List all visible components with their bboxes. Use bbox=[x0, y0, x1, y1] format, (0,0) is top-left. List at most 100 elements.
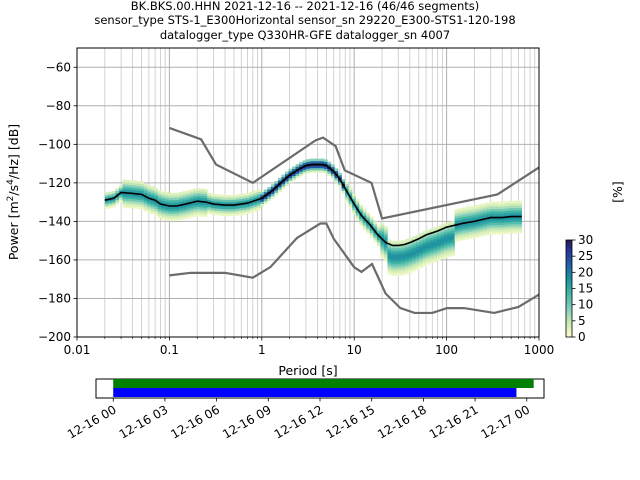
heatmap-cell bbox=[479, 220, 484, 223]
heatmap-cell bbox=[256, 205, 261, 209]
heatmap-cell bbox=[164, 194, 169, 198]
heatmap-cell bbox=[398, 254, 402, 258]
heatmap-cell bbox=[472, 210, 477, 213]
heatmap-cell bbox=[398, 242, 402, 246]
heatmap-cell bbox=[518, 230, 523, 234]
heatmap-cell bbox=[412, 263, 417, 267]
heatmap-cell bbox=[186, 211, 190, 214]
heatmap-cell bbox=[143, 208, 148, 212]
heatmap-cell bbox=[150, 193, 155, 196]
heatmap-cell bbox=[118, 185, 123, 189]
heatmap-cell bbox=[383, 258, 388, 262]
heatmap-cell bbox=[443, 229, 448, 233]
heatmap-cell bbox=[405, 262, 409, 265]
heatmap-cell bbox=[504, 201, 508, 204]
heatmap-cell bbox=[443, 243, 448, 247]
heatmap-cell bbox=[182, 212, 187, 215]
heatmap-cell bbox=[518, 203, 523, 206]
heatmap-cell bbox=[122, 193, 127, 197]
heatmap-cell bbox=[320, 170, 325, 173]
heatmap-cell bbox=[189, 208, 194, 211]
heatmap-cell bbox=[126, 179, 130, 183]
heatmap-cell bbox=[348, 198, 353, 202]
heatmap-cell bbox=[412, 245, 417, 249]
heatmap-cell bbox=[472, 231, 477, 234]
heatmap-cell bbox=[292, 166, 296, 170]
x-tick-label: 0.1 bbox=[160, 343, 179, 357]
heatmap-cell bbox=[115, 195, 120, 198]
heatmap-cell bbox=[200, 193, 205, 196]
heatmap-cell bbox=[465, 225, 470, 228]
heatmap-cell bbox=[433, 236, 438, 240]
heatmap-cell bbox=[270, 191, 275, 194]
heatmap-cell bbox=[451, 225, 455, 229]
colorbar-tick-label: 5 bbox=[578, 314, 586, 328]
heatmap-cell bbox=[126, 200, 130, 204]
heatmap-cell bbox=[436, 256, 441, 259]
heatmap-cell bbox=[401, 263, 406, 266]
heatmap-cell bbox=[405, 264, 409, 268]
heatmap-cell bbox=[479, 210, 484, 214]
heatmap-cell bbox=[443, 239, 448, 242]
heatmap-cell bbox=[217, 194, 222, 198]
heatmap-cell bbox=[511, 221, 515, 225]
heatmap-cell bbox=[366, 214, 371, 218]
heatmap-cell bbox=[443, 241, 448, 245]
coverage-bars bbox=[113, 379, 534, 397]
heatmap-cell bbox=[426, 261, 431, 265]
heatmap-cell bbox=[122, 186, 127, 190]
heatmap-cell bbox=[398, 266, 402, 269]
heatmap-cell bbox=[263, 198, 268, 202]
heatmap-cell bbox=[426, 250, 431, 254]
heatmap-cell bbox=[182, 195, 187, 199]
heatmap-cell bbox=[486, 232, 491, 236]
heatmap-cell bbox=[179, 217, 183, 221]
heatmap-cell bbox=[200, 190, 205, 194]
heatmap-cell bbox=[458, 215, 462, 218]
heatmap-cell bbox=[136, 199, 141, 203]
heatmap-cell bbox=[366, 226, 371, 230]
heatmap-cell bbox=[323, 168, 328, 172]
heatmap-cell bbox=[104, 206, 109, 209]
heatmap-cell bbox=[398, 252, 402, 255]
heatmap-cell bbox=[465, 206, 470, 210]
heatmap-cell bbox=[443, 225, 448, 228]
heatmap-cell bbox=[504, 231, 508, 235]
heatmap-cell bbox=[217, 196, 222, 200]
heatmap-cell bbox=[111, 197, 116, 201]
heatmap-cell bbox=[394, 257, 399, 260]
heatmap-cell bbox=[380, 248, 385, 251]
heatmap-cell bbox=[154, 206, 159, 209]
heatmap-cell bbox=[203, 214, 208, 217]
heatmap-cell bbox=[408, 270, 413, 273]
heatmap-cell bbox=[345, 181, 349, 184]
heatmap-cell bbox=[486, 206, 491, 210]
heatmap-cell bbox=[475, 216, 480, 220]
heatmap-cell bbox=[316, 165, 321, 169]
y-tick-label: −140 bbox=[38, 214, 71, 228]
heatmap-cell bbox=[108, 200, 113, 204]
heatmap-cell bbox=[489, 213, 494, 216]
heatmap-cell bbox=[323, 170, 328, 174]
heatmap-cell bbox=[426, 257, 431, 260]
heatmap-cell bbox=[415, 243, 420, 247]
heatmap-cell bbox=[504, 203, 508, 207]
heatmap-cell bbox=[447, 238, 452, 241]
heatmap-cell bbox=[196, 202, 201, 205]
heatmap-cell bbox=[115, 190, 120, 194]
heatmap-cell bbox=[140, 186, 144, 189]
heatmap-cell bbox=[398, 247, 402, 251]
heatmap-cell bbox=[475, 209, 480, 213]
heatmap-cell bbox=[267, 198, 272, 202]
heatmap-cell bbox=[352, 195, 356, 199]
heatmap-cell bbox=[398, 263, 402, 267]
heatmap-cell bbox=[419, 244, 424, 248]
heatmap-cell bbox=[345, 195, 349, 198]
heatmap-cell bbox=[285, 183, 289, 186]
heatmap-cell bbox=[157, 215, 162, 219]
heatmap-cell bbox=[341, 181, 346, 185]
heatmap-cell bbox=[429, 228, 434, 232]
heatmap-cell bbox=[168, 211, 173, 214]
heatmap-cell bbox=[475, 225, 480, 229]
heatmap-cell bbox=[454, 227, 459, 231]
